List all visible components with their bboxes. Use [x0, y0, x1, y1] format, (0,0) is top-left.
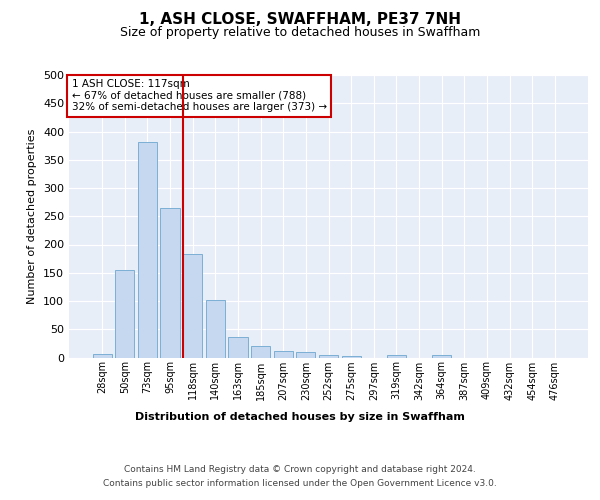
Text: Contains public sector information licensed under the Open Government Licence v3: Contains public sector information licen… [103, 479, 497, 488]
Bar [319, 354, 338, 358]
Text: Size of property relative to detached houses in Swaffham: Size of property relative to detached ho… [120, 26, 480, 39]
Bar [183, 254, 202, 358]
Bar [341, 356, 361, 358]
Bar [432, 355, 451, 358]
Bar [206, 300, 225, 358]
Bar [138, 142, 157, 358]
Bar [387, 355, 406, 358]
Text: Distribution of detached houses by size in Swaffham: Distribution of detached houses by size … [135, 412, 465, 422]
Text: Contains HM Land Registry data © Crown copyright and database right 2024.: Contains HM Land Registry data © Crown c… [124, 465, 476, 474]
Bar [274, 350, 293, 358]
Bar [296, 352, 316, 358]
Bar [160, 208, 180, 358]
Y-axis label: Number of detached properties: Number of detached properties [28, 128, 37, 304]
Bar [229, 337, 248, 357]
Bar [92, 354, 112, 358]
Text: 1 ASH CLOSE: 117sqm
← 67% of detached houses are smaller (788)
32% of semi-detac: 1 ASH CLOSE: 117sqm ← 67% of detached ho… [71, 79, 327, 112]
Text: 1, ASH CLOSE, SWAFFHAM, PE37 7NH: 1, ASH CLOSE, SWAFFHAM, PE37 7NH [139, 12, 461, 28]
Bar [251, 346, 270, 358]
Bar [115, 270, 134, 358]
